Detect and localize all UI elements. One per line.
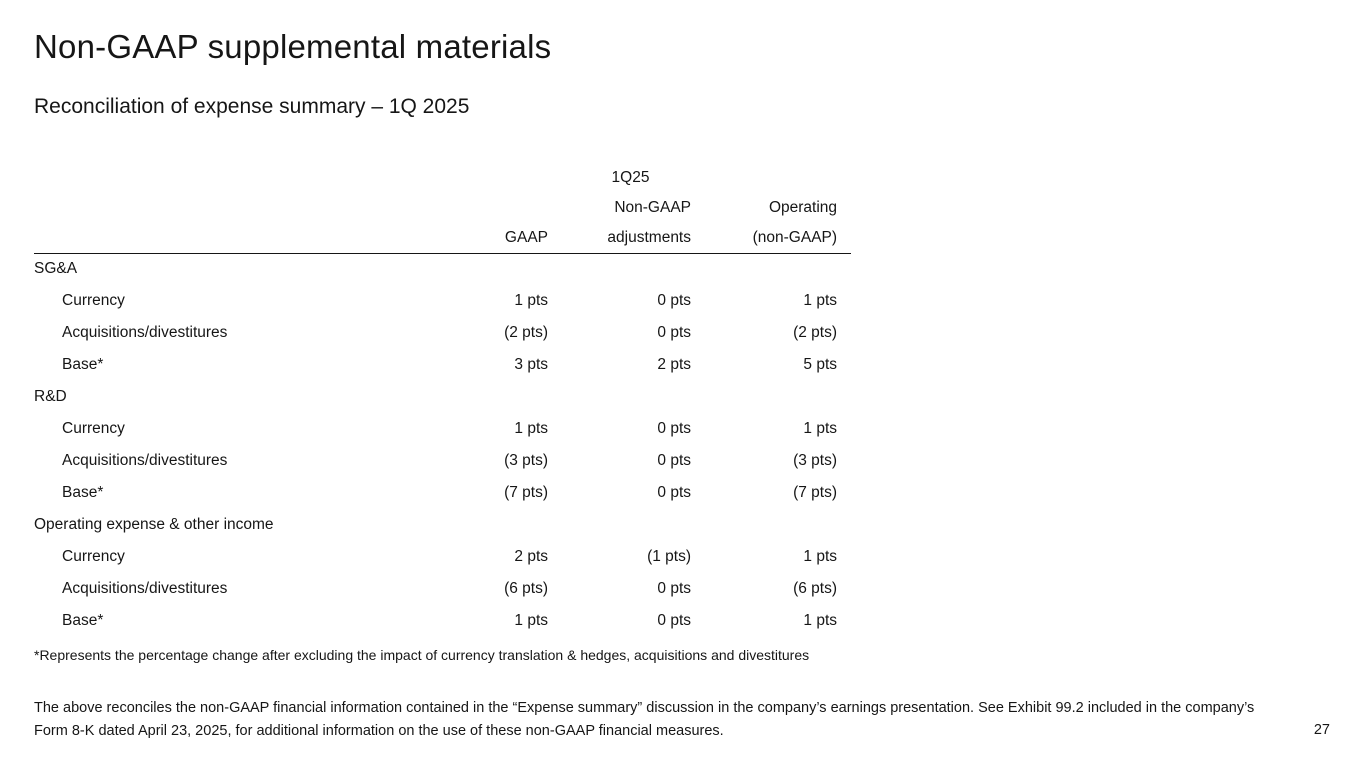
- cell-operating: (7 pts): [793, 484, 838, 501]
- table-body: SG&A Currency 1 pts 0 pts 1 pts Acquisit…: [34, 253, 851, 637]
- cell-operating: 5 pts: [803, 356, 838, 373]
- section-row-sga: SG&A: [34, 253, 851, 285]
- section-label: R&D: [34, 388, 67, 405]
- section-row-rd: R&D: [34, 381, 851, 413]
- row-label: Acquisitions/divestitures: [62, 324, 228, 341]
- cell-adjustments: 0 pts: [657, 580, 691, 597]
- cell-adjustments: 0 pts: [657, 420, 691, 437]
- disclaimer-text: The above reconciles the non-GAAP financ…: [34, 700, 1255, 739]
- table-row: Base* 3 pts 2 pts 5 pts: [34, 349, 851, 381]
- period-header-row: 1Q25: [34, 163, 851, 193]
- table-row: Acquisitions/divestitures (2 pts) 0 pts …: [34, 317, 851, 349]
- col-header-operating-line1: Operating: [768, 199, 838, 216]
- cell-gaap: 1 pts: [514, 420, 548, 437]
- row-label: Currency: [62, 548, 125, 565]
- col-header-adjustments-line1: Non-GAAP: [614, 199, 691, 216]
- row-label: Currency: [62, 292, 125, 309]
- table-row: Currency 2 pts (1 pts) 1 pts: [34, 541, 851, 573]
- cell-adjustments: 0 pts: [657, 484, 691, 501]
- cell-gaap: (3 pts): [504, 452, 548, 469]
- table-row: Acquisitions/divestitures (6 pts) 0 pts …: [34, 573, 851, 605]
- cell-gaap: 2 pts: [514, 548, 548, 565]
- row-label: Base*: [62, 484, 104, 501]
- reconciliation-table: 1Q25 Non-GAAP Operating GAAP adjustments…: [34, 163, 852, 637]
- cell-gaap: (7 pts): [504, 484, 548, 501]
- cell-adjustments: (1 pts): [647, 548, 691, 565]
- cell-operating: 1 pts: [803, 612, 838, 629]
- cell-adjustments: 0 pts: [657, 452, 691, 469]
- slide-title: Non-GAAP supplemental materials: [34, 28, 552, 65]
- cell-adjustments: 0 pts: [657, 292, 691, 309]
- col-header-gaap: GAAP: [504, 228, 548, 246]
- cell-adjustments: 2 pts: [657, 356, 691, 373]
- header-spacer: [34, 163, 424, 193]
- cell-operating: (2 pts): [793, 324, 838, 341]
- table-row: Currency 1 pts 0 pts 1 pts: [34, 285, 851, 317]
- column-header-row-1: Non-GAAP Operating: [34, 193, 851, 223]
- col-header-adjustments: adjustments: [607, 228, 691, 246]
- cell-adjustments: 0 pts: [657, 324, 691, 341]
- row-label: Acquisitions/divestitures: [62, 580, 228, 597]
- col-header-operating: (non-GAAP): [752, 228, 838, 246]
- cell-gaap: 1 pts: [514, 612, 548, 629]
- cell-gaap: 3 pts: [514, 356, 548, 373]
- table-header: 1Q25 Non-GAAP Operating GAAP adjustments…: [34, 163, 852, 253]
- row-label: Currency: [62, 420, 125, 437]
- cell-adjustments: 0 pts: [657, 612, 691, 629]
- footnote: *Represents the percentage change after …: [34, 647, 810, 663]
- cell-operating: 1 pts: [803, 548, 838, 565]
- row-label: Acquisitions/divestitures: [62, 452, 228, 469]
- column-header-row-2: GAAP adjustments (non-GAAP): [34, 223, 851, 253]
- table-row: Base* (7 pts) 0 pts (7 pts): [34, 477, 851, 509]
- section-label: Operating expense & other income: [34, 516, 274, 533]
- cell-operating: (6 pts): [793, 580, 838, 597]
- cell-gaap: (2 pts): [504, 324, 548, 341]
- header-spacer: [34, 193, 424, 223]
- section-row-opex: Operating expense & other income: [34, 509, 851, 541]
- cell-gaap: 1 pts: [514, 292, 548, 309]
- cell-operating: 1 pts: [803, 420, 838, 437]
- cell-gaap: (6 pts): [504, 580, 548, 597]
- row-label: Base*: [62, 612, 104, 629]
- page-number: 27: [1313, 722, 1330, 738]
- col-header-gaap-line1: [424, 193, 548, 223]
- slide-subtitle: Reconciliation of expense summary – 1Q 2…: [34, 95, 470, 118]
- table-row: Base* 1 pts 0 pts 1 pts: [34, 605, 851, 637]
- table-row: Currency 1 pts 0 pts 1 pts: [34, 413, 851, 445]
- cell-operating: 1 pts: [803, 292, 838, 309]
- header-spacer: [34, 223, 424, 253]
- row-label: Base*: [62, 356, 104, 373]
- period-header: 1Q25: [611, 169, 650, 186]
- section-label: SG&A: [34, 260, 78, 278]
- table-row: Acquisitions/divestitures (3 pts) 0 pts …: [34, 445, 851, 477]
- cell-operating: (3 pts): [793, 452, 838, 469]
